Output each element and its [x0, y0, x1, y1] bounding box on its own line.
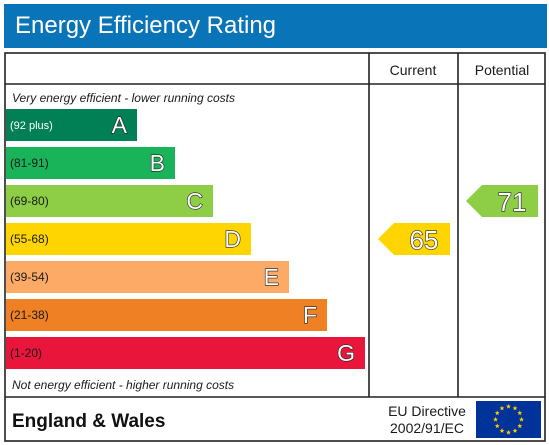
potential-score: 71 [498, 187, 527, 217]
eu-star-icon [512, 428, 518, 433]
band-a-range: (92 plus) [10, 120, 53, 132]
page-title: Energy Efficiency Rating [15, 12, 277, 39]
band-c-bar [6, 185, 213, 217]
eu-flag-icon [476, 401, 541, 438]
outer-border [4, 52, 546, 442]
eu-star-icon [494, 423, 500, 429]
band-f-bar [6, 299, 327, 331]
eu-star-icon [499, 405, 505, 411]
chart-frame [4, 52, 546, 442]
note-top: Very energy efficient - lower running co… [12, 91, 235, 105]
band-e-letter: E [264, 264, 279, 290]
rating-bands: (92 plus) A (81-91) B (69-80) C (55-68) D (39-54… [6, 109, 365, 369]
current-score: 65 [410, 225, 439, 255]
eu-directive-line2: 2002/91/EC [390, 420, 464, 436]
band-c-range: (69-80) [10, 194, 49, 208]
band-a-letter: A [112, 112, 128, 138]
band-g-bar [6, 337, 365, 369]
band-a-bar [6, 109, 137, 141]
band-d-letter: D [224, 226, 241, 252]
band-b-range: (81-91) [10, 156, 49, 170]
eu-star-icon [512, 405, 518, 411]
column-header-potential: Potential [475, 62, 529, 78]
eu-directive-line1: EU Directive [388, 403, 466, 419]
band-f-range: (21-38) [10, 308, 49, 322]
band-d-bar [6, 223, 251, 255]
eu-star-icon [499, 428, 505, 433]
band-g-range: (1-20) [10, 346, 42, 360]
eu-star-icon [506, 403, 511, 409]
band-e-range: (39-54) [10, 270, 49, 284]
eu-star-icon [493, 416, 498, 422]
potential-arrow [466, 185, 538, 217]
eu-star-icon [519, 416, 524, 422]
band-g-letter: G [337, 340, 355, 366]
title-bar: Energy Efficiency Rating [4, 4, 547, 48]
score-arrows: 65 71 [378, 185, 538, 256]
eu-star-icon [506, 429, 511, 435]
band-f-letter: F [303, 302, 317, 328]
band-b-bar [6, 147, 175, 179]
band-e-bar [6, 261, 289, 293]
footer-region: England & Wales [12, 411, 165, 432]
eu-star-icon [517, 423, 523, 429]
band-b-letter: B [150, 150, 165, 176]
eu-star-icon [517, 410, 523, 416]
current-arrow [378, 223, 450, 255]
band-c-letter: C [186, 188, 203, 214]
note-bottom: Not energy efficient - higher running co… [12, 378, 234, 392]
column-header-current: Current [390, 62, 437, 78]
eu-star-icon [494, 410, 500, 416]
band-d-range: (55-68) [10, 232, 49, 246]
